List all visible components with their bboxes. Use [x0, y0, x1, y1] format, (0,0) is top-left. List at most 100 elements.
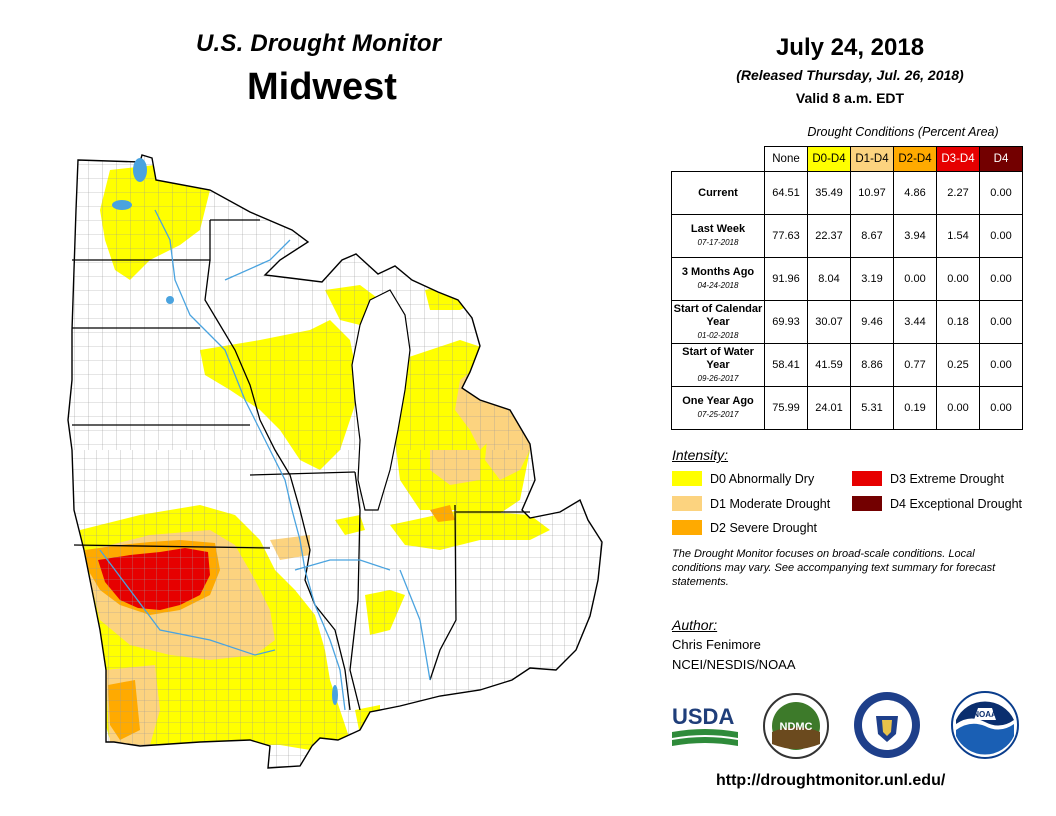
table-cell: 0.00: [936, 386, 980, 430]
col-none: None: [764, 146, 808, 172]
row-label: 3 Months Ago 04-24-2018: [671, 257, 765, 301]
svg-text:NDMC: NDMC: [780, 721, 813, 733]
col-d0-d4: D0-D4: [807, 146, 851, 172]
small-lakes: [112, 158, 338, 705]
region-title: Midwest: [247, 66, 397, 108]
legend-swatch-d1: [672, 496, 702, 511]
table-cell: 0.00: [979, 214, 1023, 258]
lake-michigan: [351, 289, 411, 511]
commerce-seal-logo: [854, 692, 920, 758]
table-cell: 8.04: [807, 257, 851, 301]
author-title: Author:: [672, 617, 718, 633]
table-cell: 24.01: [807, 386, 851, 430]
table-cell: 3.19: [850, 257, 894, 301]
legend-d0: D0 Abnormally Dry: [672, 471, 814, 486]
row-label: Current: [671, 171, 765, 215]
table-cell: 0.19: [893, 386, 937, 430]
table-cell: 77.63: [764, 214, 808, 258]
row-date: 01-02-2018: [697, 330, 739, 340]
table-cell: 0.18: [936, 300, 980, 344]
legend-label-d0: D0 Abnormally Dry: [710, 471, 815, 486]
table-cell: 0.77: [893, 343, 937, 387]
legend-swatch-d2: [672, 520, 702, 535]
table-cell: 91.96: [764, 257, 808, 301]
row-label: Start of Water Year 09-26-2017: [671, 343, 765, 387]
table-cell: 0.00: [979, 343, 1023, 387]
conditions-title: Drought Conditions (Percent Area): [807, 125, 999, 139]
table-cell: 5.31: [850, 386, 894, 430]
svg-text:NOAA: NOAA: [973, 710, 997, 719]
table-cell: 0.00: [979, 171, 1023, 215]
conditions-table: None D0-D4 D1-D4 D2-D4 D3-D4 D4 Current 6…: [671, 146, 1023, 430]
table-cell: 8.67: [850, 214, 894, 258]
ndmc-logo: NDMC: [763, 693, 829, 759]
legend-swatch-d0: [672, 471, 702, 486]
row-label-text: Start of Water Year: [682, 345, 754, 371]
row-label: Last Week 07-17-2018: [671, 214, 765, 258]
author-name: Chris Fenimore: [672, 637, 761, 652]
row-label-text: Last Week: [690, 223, 746, 235]
usda-logo: USDA: [672, 704, 738, 746]
table-row: Last Week 07-17-2018 77.63 22.37 8.67 3.94 1.5…: [671, 214, 1023, 258]
row-date: 07-17-2018: [697, 238, 739, 247]
row-label-text: Start of Calendar Year: [673, 302, 763, 328]
row-date: 07-25-2017: [697, 410, 739, 419]
table-row: 3 Months Ago 04-24-2018 91.96 8.04 3.19 0.00 0…: [671, 257, 1023, 301]
legend-d3: D3 Extreme Drought: [852, 471, 1004, 486]
valid-time: Valid 8 a.m. EDT: [795, 90, 905, 106]
col-d2-d4: D2-D4: [893, 146, 937, 172]
col-d3-d4: D3-D4: [936, 146, 980, 172]
row-label-text: Current: [698, 186, 738, 199]
legend-title: Intensity:: [672, 447, 729, 463]
legend-label-d3: D3 Extreme Drought: [890, 471, 1004, 486]
map-title: U.S. Drought Monitor: [196, 30, 442, 57]
table-row: Start of Calendar Year 01-02-2018 69.93 30.…: [671, 300, 1023, 344]
table-cell: 75.99: [764, 386, 808, 430]
noaa-logo: NOAA: [951, 691, 1019, 759]
legend-label-d4: D4 Exceptional Drought: [890, 496, 1023, 511]
table-cell: 64.51: [764, 171, 808, 215]
legend-label-d2: D2 Severe Drought: [710, 520, 818, 535]
table-cell: 35.49: [807, 171, 851, 215]
table-cell: 22.37: [807, 214, 851, 258]
row-label: One Year Ago 07-25-2017: [671, 386, 765, 430]
author-org: NCEI/NESDIS/NOAA: [672, 657, 796, 672]
legend-label-d1: D1 Moderate Drought: [710, 496, 831, 511]
disclaimer-note: The Drought Monitor focuses on broad-sca…: [672, 548, 996, 588]
table-cell: 41.59: [807, 343, 851, 387]
table-cell: 0.00: [979, 386, 1023, 430]
table-cell: 0.00: [893, 257, 937, 301]
legend-swatch-d3: [852, 471, 882, 486]
website-url[interactable]: http://droughtmonitor.unl.edu/: [716, 772, 946, 789]
table-row: One Year Ago 07-25-2017 75.99 24.01 5.31 0.19…: [671, 386, 1023, 430]
svg-text:USDA: USDA: [672, 704, 734, 729]
table-cell: 10.97: [850, 171, 894, 215]
state-borders: [72, 219, 530, 711]
drought-map: [67, 154, 603, 769]
table-cell: 1.54: [936, 214, 980, 258]
col-d4: D4: [979, 146, 1023, 172]
col-d1-d4: D1-D4: [850, 146, 894, 172]
row-date: 04-24-2018: [697, 281, 739, 290]
legend-d2: D2 Severe Drought: [672, 520, 817, 535]
row-label-text: 3 Months Ago: [681, 266, 755, 278]
table-cell: 2.27: [936, 171, 980, 215]
table-cell: 58.41: [764, 343, 808, 387]
table-cell: 69.93: [764, 300, 808, 344]
table-cell: 4.86: [893, 171, 937, 215]
table-cell: 0.00: [979, 300, 1023, 344]
table-cell: 0.00: [936, 257, 980, 301]
table-row: Current 64.51 35.49 10.97 4.86 2.27 0.00: [671, 171, 1023, 215]
table-cell: 8.86: [850, 343, 894, 387]
table-cell: 9.46: [850, 300, 894, 344]
legend-d4: D4 Exceptional Drought: [852, 496, 1022, 511]
legend-swatch-d4: [852, 496, 882, 511]
table-cell: 30.07: [807, 300, 851, 344]
legend-d1: D1 Moderate Drought: [672, 496, 830, 511]
table-corner: [672, 147, 765, 172]
rivers: [99, 209, 431, 711]
row-date: 09-26-2017: [697, 373, 739, 383]
map-date: July 24, 2018: [775, 34, 925, 61]
row-label-text: One Year Ago: [682, 395, 754, 407]
row-label: Start of Calendar Year 01-02-2018: [671, 300, 765, 344]
